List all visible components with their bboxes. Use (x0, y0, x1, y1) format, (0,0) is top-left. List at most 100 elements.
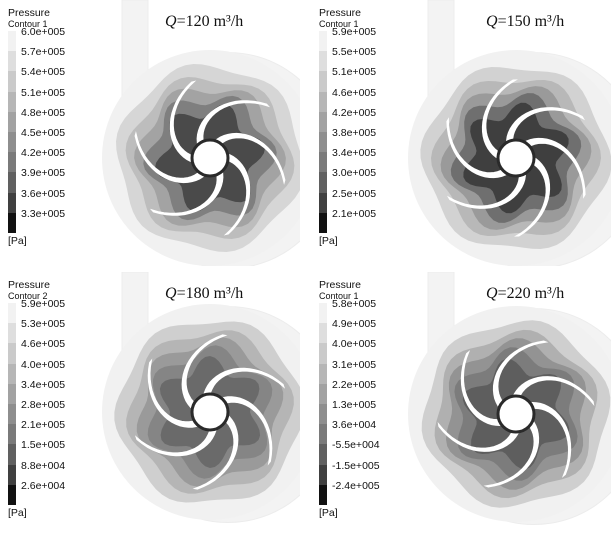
legend-row: -1.5e+005 (319, 460, 411, 485)
impeller-pressure-contour (408, 0, 611, 266)
legend-row: 6.0e+005 (8, 26, 100, 52)
legend-row: 2.5e+005 (319, 188, 411, 213)
contour-panel-q150: Pressure Contour 1 5.9e+005 5.5e+005 5.1e+… (311, 0, 611, 266)
legend-swatch (8, 323, 16, 344)
legend-scale: 5.8e+005 4.9e+005 4.0e+005 3.1e+005 2.2e+005… (319, 298, 411, 505)
legend-swatch (8, 363, 16, 384)
legend-row: 3.3e+005 (8, 208, 100, 233)
impeller-blade (181, 334, 228, 409)
legend-swatch (8, 424, 16, 445)
legend-tick-label: 2.5e+005 (332, 187, 377, 200)
legend-tick-label: 4.2e+005 (21, 147, 66, 160)
legend-swatch (319, 464, 327, 485)
legend-unit: [Pa] (319, 234, 338, 247)
impeller-hub (496, 394, 536, 434)
impeller-blade (460, 350, 501, 427)
legend-tick-label: 4.9e+005 (332, 318, 377, 331)
legend-subtitle: Contour 1 (319, 291, 359, 301)
flow-rate-label: Q=180 m³/h (165, 285, 244, 302)
legend-row: 4.5e+005 (8, 127, 100, 153)
legend-row: 1.5e+005 (8, 439, 100, 465)
impeller-blade (134, 131, 205, 184)
legend-row: 2.8e+005 (8, 399, 100, 425)
legend-tick-label: 3.0e+005 (332, 167, 377, 180)
legend-swatch (8, 152, 16, 173)
legend-tick-label: 5.7e+005 (21, 46, 66, 59)
impeller-blade (223, 153, 251, 236)
legend-tick-label: 4.6e+005 (21, 338, 66, 351)
legend-scale: 5.9e+005 5.5e+005 5.1e+005 4.6e+005 4.2e+005… (319, 26, 411, 233)
legend-swatch (8, 192, 16, 213)
impeller-blade (196, 100, 271, 144)
legend-row: -5.5e+004 (319, 439, 411, 465)
legend-tick-label: 2.8e+005 (21, 398, 66, 411)
impeller-blade (531, 401, 572, 478)
legend-row: 5.9e+005 (8, 298, 100, 324)
legend-swatch (8, 91, 16, 112)
legend-row: 4.6e+005 (8, 338, 100, 364)
legend-row: 5.8e+005 (319, 298, 411, 324)
pressure-legend: Pressure Contour 2 5.9e+005 5.3e+005 4.6e+… (8, 280, 100, 519)
legend-row: 2.6e+004 (8, 480, 100, 505)
legend-subtitle: Contour 2 (8, 291, 48, 301)
legend-swatch (319, 152, 327, 173)
legend-swatch (8, 172, 16, 193)
legend-row: 3.1e+005 (319, 359, 411, 384)
flow-rate-label: Q=150 m³/h (486, 13, 565, 30)
legend-row: 3.6e+005 (8, 188, 100, 213)
legend-tick-label: 3.9e+005 (21, 167, 66, 180)
legend-swatch (319, 383, 327, 404)
legend-tick-label: 4.8e+005 (21, 106, 66, 119)
legend-tick-label: 2.2e+005 (332, 378, 377, 391)
impeller-blade (149, 172, 224, 216)
impeller-hub (190, 392, 230, 432)
legend-row: -2.4e+005 (319, 480, 411, 505)
contour-panel-q120: Pressure Contour 1 6.0e+005 5.7e+005 5.4e+… (0, 0, 300, 266)
legend-title: Pressure (319, 7, 362, 19)
legend-tick-label: 5.8e+005 (332, 298, 377, 310)
legend-scale: 6.0e+005 5.7e+005 5.4e+005 5.1e+005 4.8e+005… (8, 26, 100, 233)
legend-row: 8.8e+004 (8, 460, 100, 485)
legend-swatch (8, 71, 16, 92)
legend-swatch (319, 424, 327, 445)
legend-unit: [Pa] (319, 506, 338, 519)
impeller-pressure-contour (102, 272, 300, 524)
legend-swatch (8, 212, 16, 233)
legend-scale: 5.9e+005 5.3e+005 4.6e+005 4.0e+005 3.4e+005… (8, 298, 100, 505)
pressure-legend: Pressure Contour 1 6.0e+005 5.7e+005 5.4e+… (8, 8, 100, 247)
impeller-blade (147, 358, 198, 428)
legend-tick-label: 2.6e+004 (21, 479, 66, 492)
legend-row: 5.9e+005 (319, 26, 411, 52)
legend-row: 3.6e+004 (319, 419, 411, 445)
legend-swatch (319, 212, 327, 233)
legend-tick-label: 4.6e+005 (332, 86, 377, 99)
legend-swatch (8, 31, 16, 52)
impeller-blade (514, 157, 551, 237)
legend-swatch (319, 363, 327, 384)
impeller-hub (496, 138, 536, 178)
legend-row: 3.4e+005 (8, 379, 100, 404)
legend-row: 3.4e+005 (319, 147, 411, 173)
legend-swatch (319, 343, 327, 364)
legend-tick-label: 4.2e+005 (332, 106, 377, 119)
legend-row: 4.2e+005 (8, 147, 100, 173)
legend-tick-label: 3.1e+005 (332, 358, 377, 371)
impeller-blade (525, 137, 586, 199)
impeller-blade (169, 80, 197, 163)
impeller-blade (513, 376, 595, 407)
legend-row: 4.6e+005 (319, 87, 411, 112)
legend-subtitle: Contour 1 (319, 19, 359, 29)
legend-unit: [Pa] (8, 506, 27, 519)
legend-tick-label: 2.1e+005 (21, 419, 66, 432)
legend-swatch (8, 484, 16, 505)
legend-swatch (319, 403, 327, 425)
pressure-legend: Pressure Contour 1 5.8e+005 4.9e+005 4.0e+… (319, 280, 411, 519)
legend-subtitle: Contour 1 (8, 19, 48, 29)
legend-swatch (319, 91, 327, 112)
flow-rate-label: Q=120 m³/h (165, 13, 244, 30)
impeller-pressure-contour (408, 272, 611, 526)
legend-tick-label: -1.5e+005 (332, 459, 380, 472)
contour-panel-q180: Pressure Contour 2 5.9e+005 5.3e+005 4.6e+… (0, 272, 300, 538)
legend-row: 5.1e+005 (319, 66, 411, 92)
legend-tick-label: 5.9e+005 (332, 26, 377, 38)
